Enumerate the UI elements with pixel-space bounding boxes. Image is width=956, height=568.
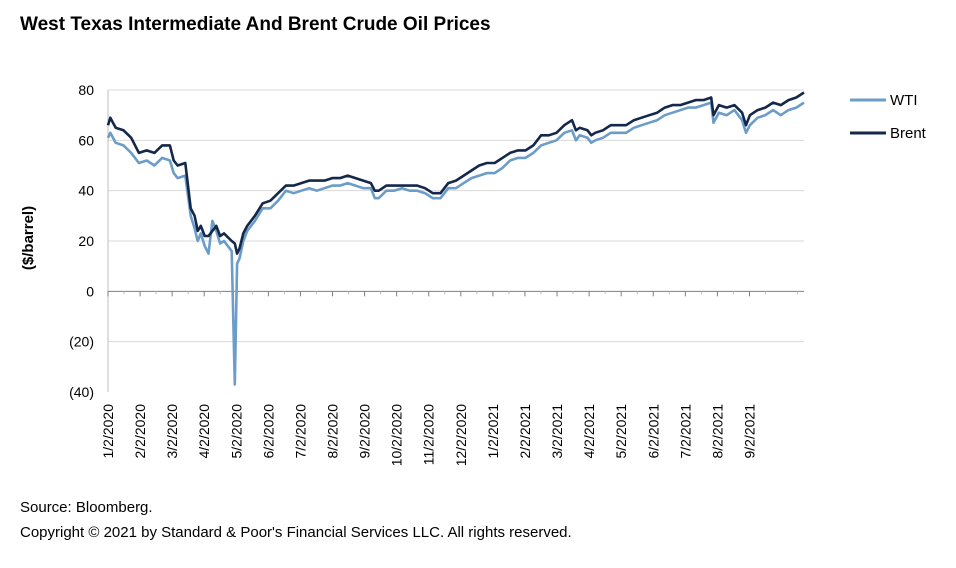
- x-tick-label: 3/2/2020: [164, 404, 180, 459]
- x-tick-label: 9/2/2021: [741, 404, 757, 459]
- y-axis-label: ($/barrel): [20, 206, 37, 270]
- x-tick-label: 2/2/2021: [517, 404, 533, 459]
- y-tick-label: 80: [78, 82, 94, 98]
- x-tick-label: 6/2/2020: [260, 404, 276, 459]
- gridlines: [108, 90, 804, 342]
- series-line-brent: [108, 93, 804, 254]
- y-tick-label: (40): [69, 384, 94, 400]
- y-tick-label: 60: [78, 132, 94, 148]
- y-tick-labels: 80 60 40 20 0 (20) (40): [69, 82, 94, 400]
- y-tick-label: (20): [69, 334, 94, 350]
- x-tick-label: 6/2/2021: [645, 404, 661, 459]
- legend: WTI Brent: [850, 92, 927, 142]
- x-tick-label: 5/2/2020: [228, 404, 244, 459]
- x-tick-label: 5/2/2021: [613, 404, 629, 459]
- x-tick-label: 2/2/2020: [132, 404, 148, 459]
- copyright-note: Copyright © 2021 by Standard & Poor's Fi…: [20, 524, 572, 541]
- x-tick-label: 1/2/2021: [485, 404, 501, 459]
- x-tick-label: 7/2/2021: [677, 404, 693, 459]
- x-tick-label: 3/2/2021: [549, 404, 565, 459]
- legend-label-wti: WTI: [890, 92, 918, 109]
- x-tick-label: 11/2/2020: [421, 404, 437, 465]
- x-tick-label: 8/2/2021: [709, 404, 725, 459]
- series-lines: [108, 93, 804, 385]
- x-tick-label: 4/2/2020: [196, 404, 212, 459]
- source-note: Source: Bloomberg.: [20, 499, 153, 516]
- x-tick-label: 10/2/2020: [389, 404, 405, 466]
- x-tick-label: 8/2/2020: [325, 404, 341, 459]
- x-tick-label: 7/2/2020: [292, 404, 308, 459]
- x-tick-label: 4/2/2021: [581, 404, 597, 459]
- x-tick-label: 12/2/2020: [453, 404, 469, 466]
- x-tick-label: 1/2/2020: [100, 404, 116, 459]
- y-tick-label: 20: [78, 233, 94, 249]
- y-tick-label: 40: [78, 183, 94, 199]
- y-tick-label: 0: [86, 283, 94, 299]
- legend-label-brent: Brent: [890, 125, 927, 142]
- x-tick-label: 9/2/2020: [357, 404, 373, 459]
- x-tick-labels: 1/2/2020 2/2/2020 3/2/2020 4/2/2020 5/2/2020…: [100, 404, 757, 467]
- chart-svg: 80 60 40 20 0 (20) (40) 1/2/2020 2/2/2020 3/2/20…: [0, 0, 956, 568]
